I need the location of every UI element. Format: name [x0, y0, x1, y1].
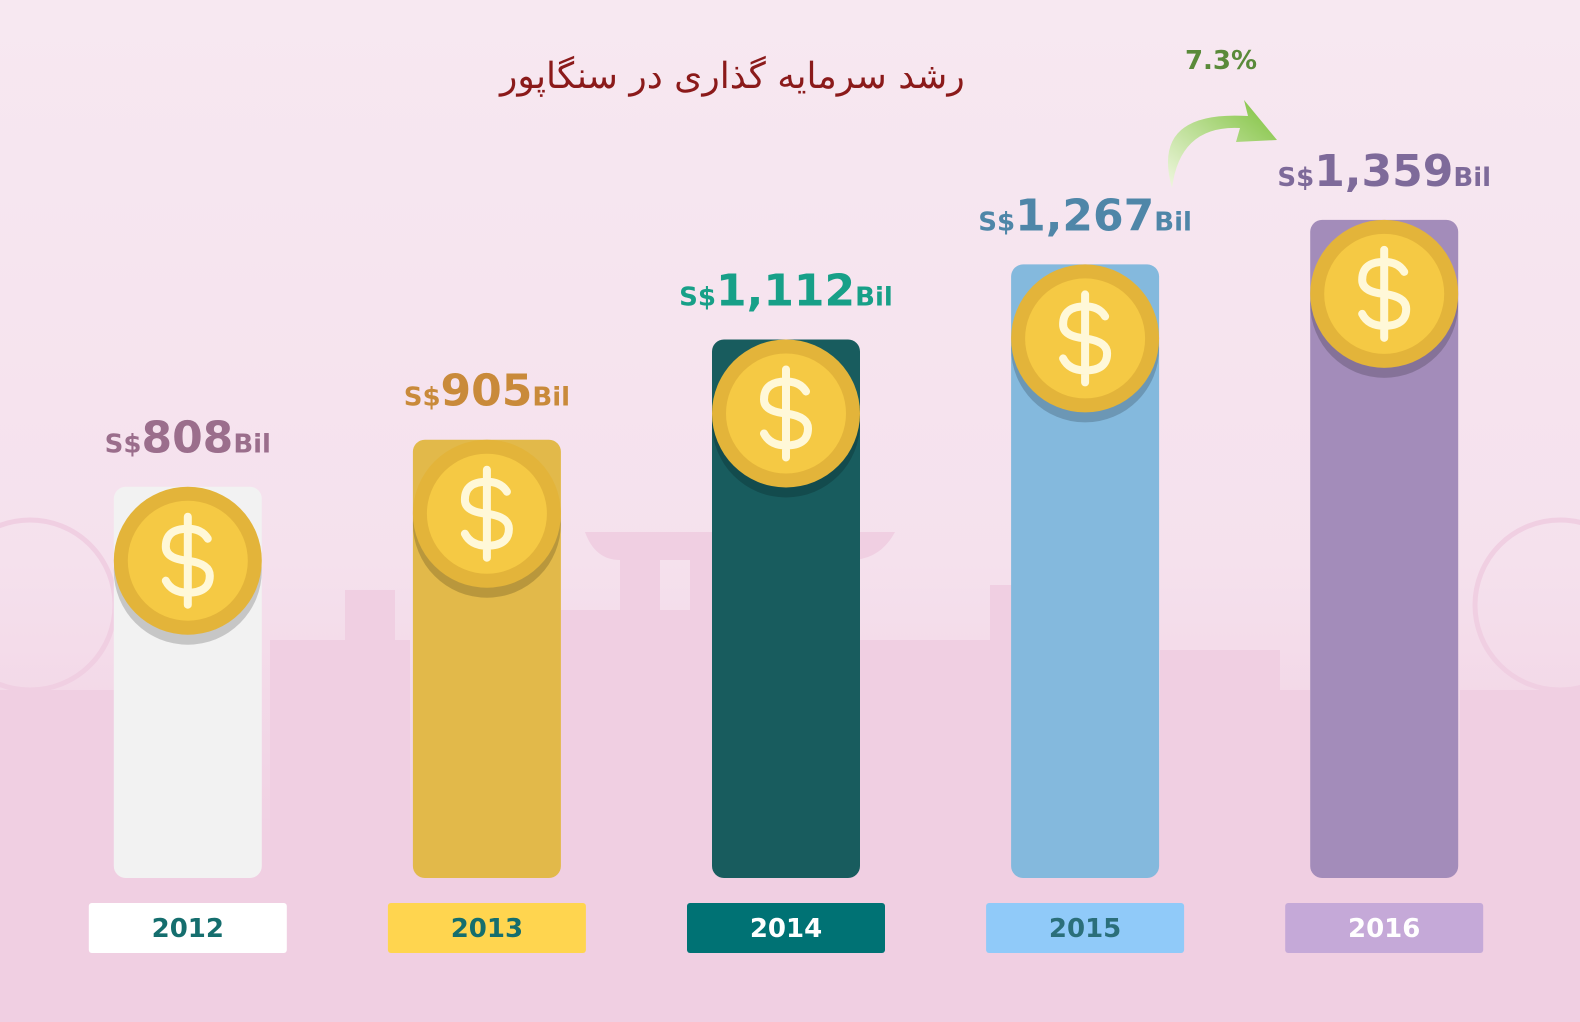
- year-tag: [88, 903, 287, 953]
- growth-arrow: [1167, 100, 1277, 188]
- value-number: 905: [441, 366, 533, 417]
- value-suffix: Bil: [233, 430, 271, 460]
- value-suffix: Bil: [532, 383, 570, 413]
- value-suffix: Bil: [1154, 207, 1192, 237]
- value-label: S$1,267Bil: [978, 190, 1192, 241]
- year-tag: [387, 903, 586, 953]
- dollar-icon: [759, 365, 813, 462]
- value-suffix: Bil: [855, 282, 893, 312]
- value-number: 1,112: [716, 265, 855, 316]
- bar: [1011, 264, 1160, 878]
- value-prefix: S$: [679, 282, 716, 312]
- annotation: 7.3%: [1185, 46, 1257, 76]
- value-prefix: S$: [1277, 163, 1314, 193]
- dollar-icon: [161, 512, 214, 609]
- chart-title: رشد سرمایه گذاری در سنگاپور: [498, 55, 965, 97]
- x-tick-label: 2015: [1049, 914, 1121, 944]
- dollar-icon: [1358, 245, 1411, 342]
- year-tag: [1285, 903, 1484, 953]
- value-label: S$1,112Bil: [679, 265, 893, 316]
- x-tick-label: 2012: [152, 914, 224, 944]
- x-tick-label: 2014: [750, 914, 822, 944]
- value-label: S$905Bil: [404, 366, 570, 417]
- bar: [1310, 219, 1459, 878]
- value-number: 1,359: [1314, 146, 1453, 197]
- dollar-icon: [460, 465, 513, 562]
- value-label: S$808Bil: [105, 413, 271, 464]
- value-number: 808: [141, 413, 233, 464]
- x-tick-label: 2013: [451, 914, 523, 944]
- year-tag: [986, 903, 1185, 953]
- value-prefix: S$: [978, 207, 1015, 237]
- dollar-icon: [1059, 290, 1112, 387]
- value-label: S$1,359Bil: [1277, 146, 1491, 197]
- value-suffix: Bil: [1453, 163, 1491, 193]
- value-prefix: S$: [404, 383, 441, 413]
- x-tick-label: 2016: [1348, 914, 1420, 944]
- value-number: 1,267: [1015, 190, 1154, 241]
- value-prefix: S$: [105, 430, 142, 460]
- year-tag: [687, 903, 885, 953]
